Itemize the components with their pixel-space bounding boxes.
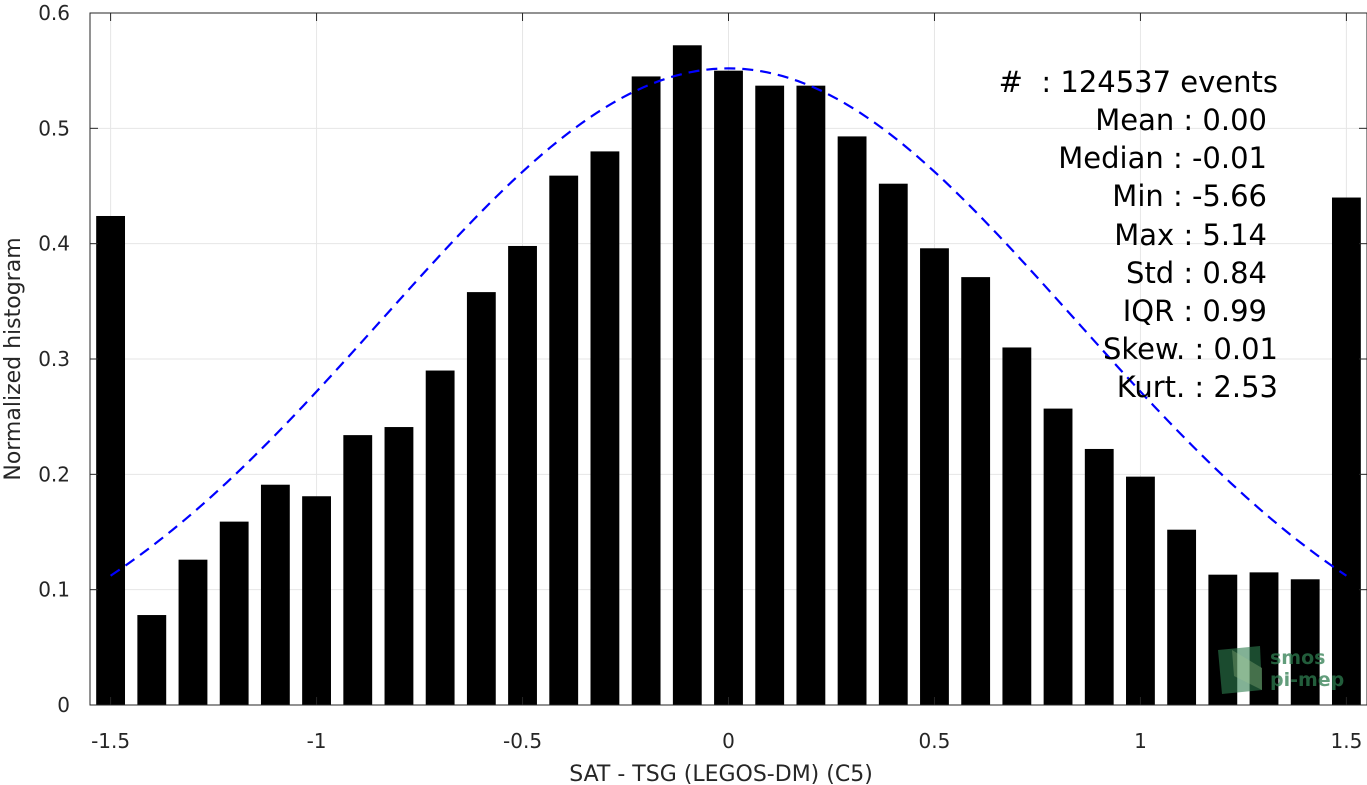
gaussian-fit-curve	[109, 67, 1348, 577]
x-tick-label: -1	[307, 729, 327, 753]
stat-median: Median : -0.01	[1058, 141, 1267, 175]
logo-line-2: pi-mep	[1270, 669, 1344, 691]
x-tick-label: -1.5	[91, 729, 130, 753]
logo-mark-fold-icon	[1232, 650, 1262, 690]
x-axis-label: SAT - TSG (LEGOS-DM) (C5)	[569, 762, 873, 785]
histogram-bar	[878, 183, 908, 705]
y-tick-label: 0.5	[38, 116, 70, 140]
stat-mean: Mean : 0.00	[1095, 103, 1267, 137]
histogram-bar	[714, 70, 743, 705]
histogram-bar	[137, 615, 167, 705]
histogram-bar	[796, 85, 826, 705]
histogram-bar	[549, 175, 579, 705]
histogram-bar	[755, 85, 785, 705]
histogram-bar	[1084, 448, 1114, 705]
stat-iqr: IQR : 0.99	[1123, 294, 1267, 328]
histogram-bar	[961, 277, 991, 705]
histogram-bar	[219, 521, 249, 705]
smos-pimep-logo: smos pi-mep	[1218, 646, 1344, 694]
statistics-box: # : 124537 events Mean : 0.00 Median : -…	[999, 65, 1278, 404]
x-tick-label: 0	[722, 729, 735, 753]
stat-min: Min : -5.66	[1112, 179, 1267, 213]
histogram-bar	[260, 484, 290, 705]
histogram-bar	[178, 559, 208, 705]
stat-max: Max : 5.14	[1114, 218, 1267, 252]
histogram-bar	[590, 151, 620, 705]
histogram-bar	[1126, 476, 1155, 705]
histogram-bar	[920, 248, 949, 705]
y-axis-label: Normalized histogram	[1, 237, 26, 480]
stat-skew: Skew. : 0.01	[1103, 332, 1278, 366]
logo-line-1: smos	[1270, 647, 1325, 669]
y-tick-label: 0.2	[38, 462, 70, 486]
histogram-bar	[302, 496, 331, 705]
histogram-bar	[1043, 408, 1073, 705]
histogram-bar	[837, 136, 867, 705]
y-tick-label: 0.6	[38, 1, 70, 25]
histogram-bar	[508, 245, 537, 705]
stat-std: Std : 0.84	[1126, 256, 1267, 290]
y-tick-label: 0.3	[38, 347, 70, 371]
x-tick-label: 1	[1134, 729, 1147, 753]
stat-events: # : 124537 events	[999, 65, 1278, 99]
y-tick-label: 0	[57, 693, 70, 717]
histogram-bar	[425, 370, 455, 705]
histogram-bar	[384, 427, 414, 705]
histogram-bar	[1167, 529, 1197, 705]
x-tick-label: 0.5	[919, 729, 951, 753]
y-tick-label: 0.1	[38, 578, 70, 602]
x-tick-label: 1.5	[1330, 729, 1362, 753]
histogram-bar	[466, 292, 496, 705]
histogram-bar	[672, 45, 702, 705]
histogram-bar	[96, 215, 126, 705]
bars	[96, 45, 1361, 706]
x-axis-ticks: -1.5 -1 -0.5 0 0.5 1 1.5	[91, 13, 1362, 753]
histogram-bar	[631, 76, 661, 705]
histogram-bar	[1290, 579, 1320, 705]
histogram-bar	[343, 435, 373, 705]
histogram-bar	[1002, 347, 1032, 705]
y-tick-label: 0.4	[38, 232, 70, 256]
stat-kurt: Kurt. : 2.53	[1117, 370, 1278, 404]
x-tick-label: -0.5	[503, 729, 542, 753]
histogram-bar	[1331, 197, 1361, 706]
y-axis-ticks: 0 0.1 0.2 0.3 0.4 0.5 0.6	[38, 1, 1367, 717]
